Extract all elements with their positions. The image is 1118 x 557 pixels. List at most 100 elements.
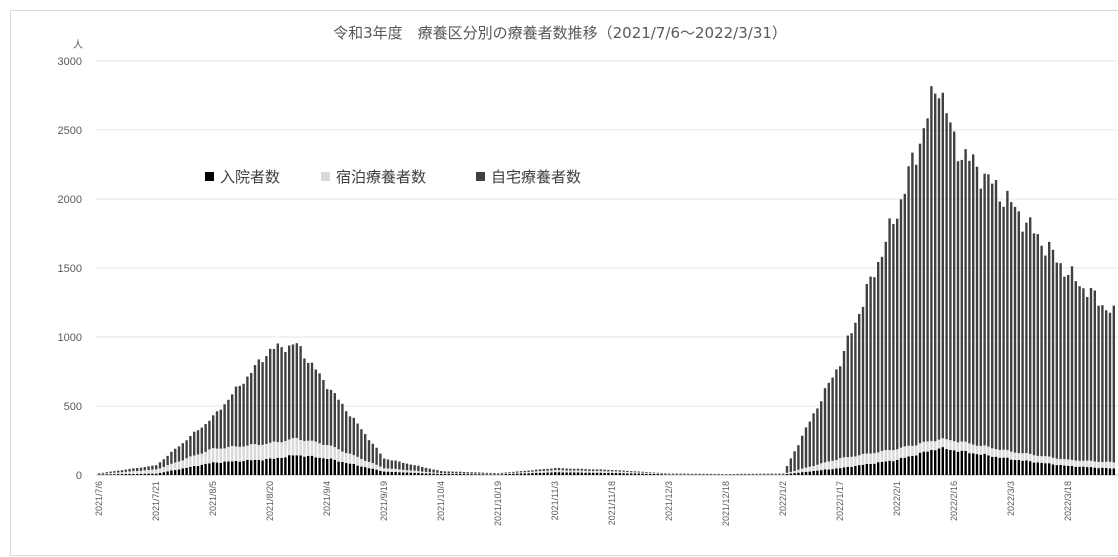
bar-segment	[360, 466, 363, 475]
bar-segment	[166, 465, 169, 472]
bar-segment	[386, 471, 390, 475]
bar-segment	[193, 466, 196, 475]
bar-segment	[1006, 449, 1009, 458]
bar-segment	[926, 441, 929, 452]
bar-segment	[1002, 457, 1005, 475]
bar-segment	[854, 322, 857, 457]
bar-segment	[1108, 468, 1112, 475]
bar-segment	[538, 471, 542, 473]
bar-segment	[1082, 460, 1085, 467]
bar-segment	[375, 447, 378, 465]
bar-segment	[428, 473, 431, 475]
bar-segment	[352, 455, 355, 464]
bar-segment	[994, 180, 998, 450]
bar-segment	[926, 118, 929, 442]
bar-segment	[550, 470, 553, 473]
bar-segment	[896, 218, 899, 450]
bar-segment	[326, 458, 329, 475]
bar-segment	[124, 473, 127, 475]
bar-segment	[143, 470, 146, 474]
bar-segment	[588, 469, 591, 471]
bar-segment	[630, 471, 633, 473]
bar-segment	[337, 449, 340, 462]
bar-segment	[470, 472, 473, 474]
bar-segment	[576, 468, 580, 471]
bar-segment	[637, 473, 640, 475]
bar-segment	[1067, 275, 1070, 460]
bar-segment	[466, 474, 469, 475]
bar-segment	[1078, 460, 1081, 467]
bar-segment	[1059, 263, 1062, 460]
bar-segment	[371, 463, 374, 469]
bar-segment	[329, 389, 333, 446]
bar-segment	[557, 472, 561, 475]
bar-segment	[1025, 222, 1028, 454]
bar-segment	[542, 469, 545, 471]
bar-segment	[356, 456, 359, 466]
bar-segment	[215, 448, 219, 463]
bar-segment	[280, 442, 283, 458]
bar-segment	[132, 471, 135, 474]
bar-segment	[398, 469, 401, 473]
bar-segment	[375, 469, 378, 475]
bar-segment	[314, 441, 317, 458]
bar-segment	[968, 453, 971, 475]
bar-segment	[956, 442, 960, 452]
bar-segment	[170, 463, 173, 471]
bar-segment	[170, 451, 173, 464]
bar-segment	[390, 471, 393, 475]
bar-segment	[1021, 231, 1024, 454]
bar-segment	[626, 470, 629, 473]
legend-swatch	[321, 172, 330, 181]
bar-segment	[455, 473, 458, 475]
bar-segment	[1105, 461, 1108, 469]
bar-segment	[352, 417, 355, 456]
bar-segment	[827, 382, 830, 462]
bar-segment	[105, 474, 108, 475]
bar-segment	[402, 462, 405, 470]
bar-segment	[516, 472, 519, 474]
bar-segment	[204, 463, 207, 475]
bar-segment	[789, 458, 792, 472]
bar-segment	[793, 473, 796, 475]
bar-segment	[478, 474, 481, 475]
bar-segment	[569, 470, 572, 473]
bar-segment	[333, 459, 336, 475]
bar-segment	[960, 450, 963, 475]
bar-segment	[500, 472, 504, 474]
bar-segment	[987, 446, 990, 456]
bar-segment	[421, 473, 424, 475]
bar-segment	[424, 471, 428, 474]
bar-segment	[652, 473, 656, 474]
bar-segment	[797, 469, 800, 473]
bar-segment	[462, 473, 466, 475]
bar-segment	[478, 472, 481, 474]
bar-segment	[1086, 460, 1089, 468]
bar-segment	[979, 188, 982, 446]
bar-segment	[1040, 456, 1043, 463]
bar-segment	[1036, 234, 1039, 456]
bar-segment	[816, 408, 819, 465]
bar-segment	[820, 470, 823, 475]
bar-segment	[614, 470, 618, 472]
bar-segment	[949, 440, 952, 450]
bar-segment	[459, 471, 462, 474]
bar-segment	[238, 461, 241, 475]
bar-segment	[371, 443, 374, 464]
bar-segment	[394, 468, 397, 472]
bar-segment	[998, 201, 1001, 450]
bar-segment	[196, 454, 200, 467]
bar-segment	[1051, 249, 1055, 458]
bar-segment	[1032, 455, 1036, 463]
bar-segment	[1063, 459, 1066, 466]
bar-segment	[485, 472, 488, 474]
bar-segment	[162, 466, 165, 473]
bar-segment	[132, 468, 135, 472]
bar-segment	[1086, 297, 1089, 461]
legend: 入院者数 宿泊療養者数 自宅療養者数	[205, 168, 581, 186]
bar-segment	[261, 362, 264, 445]
bar-segment	[394, 460, 397, 469]
bar-segment	[911, 152, 914, 446]
bar-segment	[291, 438, 295, 456]
